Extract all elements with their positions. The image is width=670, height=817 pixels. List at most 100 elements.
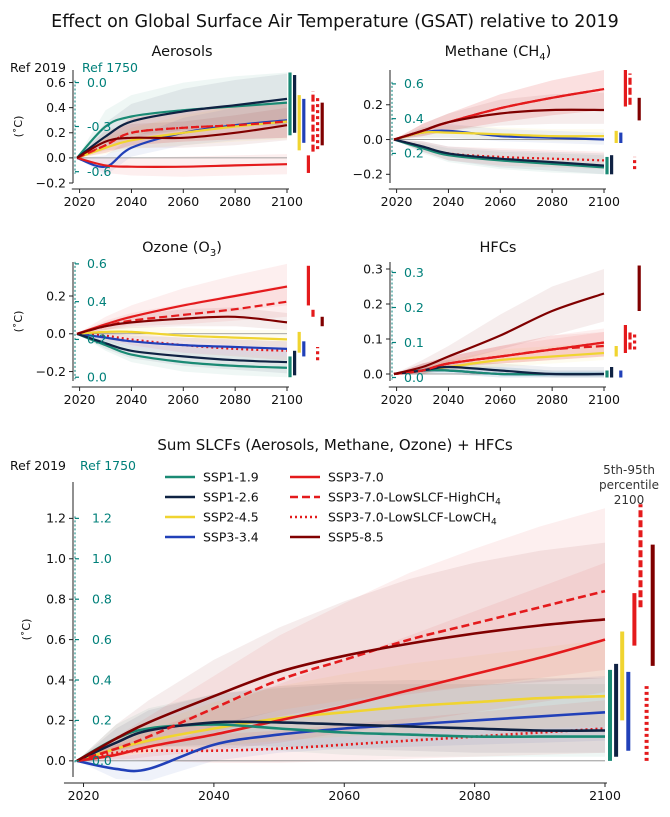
- ref1750-tick-label-sum-2: 0.8: [92, 591, 112, 606]
- ref1750-tick-label-methane-0: 0.6: [404, 76, 424, 91]
- y-tick-label-sum-2: 0.4: [46, 672, 66, 687]
- series-line-methane-ssp1-2-6: [393, 138, 605, 167]
- panel-title-aerosols: Aerosols: [151, 44, 212, 60]
- legend-label-ssp3-3-4: SSP3-3.4: [203, 530, 259, 545]
- x-tick-label-hfcs-3: 2080: [536, 392, 568, 407]
- ref1750-tick-label-ozone-1: 0.4: [87, 294, 107, 309]
- panel-aerosols: Aerosols −0.2 0.0 0.2 0.4 0.6 0.0 -0.3 -0.6 2020 2…: [10, 44, 324, 209]
- y-tick-label-hfcs-1: 0.1: [363, 331, 383, 346]
- panel-title-text-ozone: Ozone (O: [142, 240, 210, 256]
- y-tick-label-ozone-2: 0.2: [46, 288, 66, 303]
- x-tick-label-hfcs-1: 2040: [433, 392, 465, 407]
- ref1750-tick-label-sum-1: 1.0: [92, 551, 112, 566]
- ref1750-tick-label-ozone-3: 0.0: [87, 370, 107, 385]
- y-tick-label-methane-2: 0.2: [363, 97, 383, 112]
- band-aerosols-ssp3-7-0-lowslcf-lowch4: [77, 101, 287, 158]
- legend-label-text-ssp5-8-5: SSP5-8.5: [328, 530, 384, 545]
- ref1750-tick-label-sum-0: 1.2: [92, 511, 112, 526]
- ref1750-tick-label-sum-6: 0.0: [92, 753, 112, 768]
- series-line-ozone-ssp1-2-6: [76, 332, 288, 364]
- ref1750-tick-label-hfcs-3: 0.0: [404, 370, 424, 385]
- ref1750-tick-label-sum-3: 0.6: [92, 632, 112, 647]
- panel-title-end-methane: ): [546, 44, 552, 60]
- ref1750-label-sum: Ref 1750: [80, 458, 136, 473]
- x-tick-label-hfcs-2: 2060: [484, 392, 516, 407]
- x-tick-label-methane-0: 2020: [381, 194, 413, 209]
- legend-label-ssp5-8-5: SSP5-8.5: [328, 530, 384, 545]
- series-line-aerosols-ssp1-1-9: [76, 101, 288, 159]
- band-aerosols-ssp3-7-0: [77, 154, 287, 177]
- y-tick-label-sum-4: 0.8: [46, 591, 66, 606]
- legend-label-ssp1-2-6: SSP1-2.6: [203, 490, 259, 505]
- ref1750-tick-label-methane-2: 0.2: [404, 146, 424, 161]
- panel-ozone: Ozone (O3) −0.2 0.0 0.2 0.6 0.4 0.2 0.0 2020 2040…: [12, 240, 324, 407]
- ref1750-tick-label-ozone-0: 0.6: [87, 256, 107, 271]
- series-line-methane-ssp2-4-5: [393, 130, 605, 141]
- series-line-ozone-ssp5-8-5: [76, 315, 288, 335]
- legend-label-text-ssp1-2-6: SSP1-2.6: [203, 490, 259, 505]
- panel-hfcs: HFCs 0.0 0.1 0.2 0.3 0.3 0.2 0.1 0.0 2020 2040 2060…: [363, 240, 641, 407]
- y-tick-label-sum-3: 0.6: [46, 632, 66, 647]
- legend-label-sub-ssp3-7-0-lowslcf-highch4: 4: [495, 498, 501, 508]
- band-methane-ssp5-8-5: [394, 92, 604, 140]
- y-label-sum: (˚C): [20, 619, 33, 641]
- x-tick-label-sum-2: 2060: [328, 788, 360, 803]
- ref1750-tick-label-hfcs-1: 0.2: [404, 300, 424, 315]
- series-line-methane-ssp1-1-9: [393, 138, 605, 169]
- legend-label-text-ssp3-7-0-lowslcf-lowch4: SSP3-7.0-LowSLCF-LowCH: [328, 510, 491, 525]
- ref1750-tick-label-ozone-2: 0.2: [87, 332, 107, 347]
- x-tick-label-aerosols-1: 2040: [116, 194, 148, 209]
- legend-label-text-ssp3-7-0: SSP3-7.0: [328, 470, 384, 485]
- x-tick-label-aerosols-4: 2100: [271, 194, 303, 209]
- x-tick-label-ozone-1: 2040: [116, 392, 148, 407]
- series-line-methane-ssp5-8-5: [393, 108, 605, 141]
- band-hfcs-ssp5-8-5: [394, 269, 604, 374]
- band-aerosols-ssp1-1-9: [77, 72, 287, 158]
- x-tick-label-aerosols-0: 2020: [64, 194, 96, 209]
- y-tick-label-sum-5: 1.0: [46, 551, 66, 566]
- legend-label-text-ssp1-1-9: SSP1-1.9: [203, 470, 259, 485]
- series-line-sum-ssp2-4-5: [76, 694, 606, 763]
- legend-label-ssp3-7-0: SSP3-7.0: [328, 470, 384, 485]
- x-tick-label-ozone-3: 2080: [219, 392, 251, 407]
- ref1750-tick-label-aerosols-2: -0.6: [87, 164, 111, 179]
- legend-label-ssp3-7-0-lowslcf-highch4: SSP3-7.0-LowSLCF-HighCH4: [328, 490, 501, 508]
- percentile-label-line3: 2100: [614, 493, 645, 507]
- y-tick-label-ozone-1: 0.0: [46, 326, 66, 341]
- panel-methane: Methane (CH4) −0.2 0.0 0.2 0.6 0.4 0.2 2020 2040…: [353, 44, 641, 209]
- x-tick-label-ozone-0: 2020: [64, 392, 96, 407]
- series-line-ozone-ssp3-7-0: [76, 285, 288, 335]
- ref1750-label-aerosols: Ref 1750: [82, 60, 138, 75]
- x-tick-label-ozone-4: 2100: [271, 392, 303, 407]
- series-line-hfcs-ssp3-7-0-lowslcf-highch4: [393, 344, 605, 376]
- panel-sum: 0.0 0.2 0.4 0.6 0.8 1.0 1.2 1.2 1.0 0.8 0.6 0.4 0.2 0…: [10, 458, 655, 803]
- band-hfcs-ssp3-7-0: [394, 328, 604, 374]
- x-tick-label-methane-4: 2100: [588, 194, 620, 209]
- band-ozone-ssp5-8-5: [77, 307, 287, 334]
- percentile-label-line1: 5th-95th: [603, 463, 655, 477]
- ref1750-tick-label-aerosols-1: -0.3: [87, 119, 111, 134]
- percentile-label-line2: percentile: [599, 478, 659, 492]
- y-tick-label-sum-6: 1.2: [46, 511, 66, 526]
- ref1750-tick-label-sum-4: 0.4: [92, 672, 112, 687]
- y-tick-label-sum-0: 0.0: [46, 753, 66, 768]
- y-tick-label-aerosols-1: 0.0: [46, 150, 66, 165]
- x-tick-label-sum-0: 2020: [68, 788, 100, 803]
- panel-title-text-hfcs: HFCs: [480, 240, 517, 256]
- legend-label-ssp3-7-0-lowslcf-lowch4: SSP3-7.0-LowSLCF-LowCH4: [328, 510, 497, 528]
- legend-label-text-ssp2-4-5: SSP2-4.5: [203, 510, 259, 525]
- band-ozone-ssp1-2-6: [77, 333, 287, 374]
- band-sum-ssp5-8-5: [77, 542, 605, 761]
- ref2019-label-aerosols: Ref 2019: [10, 60, 66, 75]
- panel-title-text-aerosols: Aerosols: [151, 44, 212, 60]
- x-tick-label-hfcs-4: 2100: [588, 392, 620, 407]
- ref1750-tick-label-hfcs-0: 0.3: [404, 265, 424, 280]
- x-tick-label-aerosols-3: 2080: [219, 194, 251, 209]
- series-line-sum-ssp5-8-5: [76, 618, 606, 762]
- legend: SSP1-1.9 SSP1-2.6 SSP2-4.5 SSP3-3.4 SSP3-7.0…: [165, 470, 501, 545]
- series-line-aerosols-ssp1-2-6: [76, 97, 288, 159]
- y-tick-label-hfcs-2: 0.2: [363, 296, 383, 311]
- series-line-aerosols-ssp3-7-0: [76, 156, 288, 168]
- x-tick-label-methane-1: 2040: [433, 194, 465, 209]
